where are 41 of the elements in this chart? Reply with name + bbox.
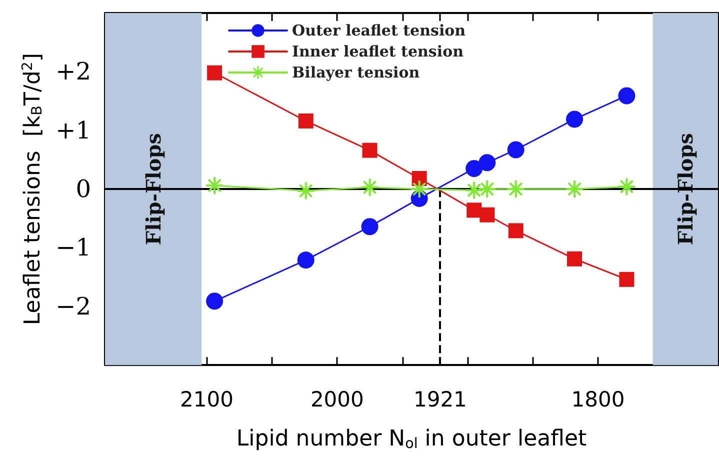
- point: [566, 110, 584, 128]
- point: [207, 65, 222, 80]
- x-tick-label: 2000: [310, 388, 364, 412]
- band-label: Flip-Flops: [673, 133, 698, 246]
- point: [466, 202, 482, 218]
- x-tick-label: 1800: [571, 388, 625, 412]
- x-tick-label: 1921: [413, 388, 467, 412]
- y-axis-title: Leaflet tensions [kBT/d2]: [20, 53, 46, 326]
- point: [298, 113, 314, 128]
- point: [618, 178, 636, 196]
- x-tick-label: 2100: [180, 388, 234, 412]
- point: [619, 272, 634, 287]
- y-tick-label: +2: [56, 58, 91, 86]
- point: [362, 142, 378, 158]
- x-axis-title: Lipid number Nol in outer leaflet: [236, 426, 587, 452]
- point: [361, 178, 378, 196]
- point: [466, 160, 483, 178]
- legend-label: Inner leaflet tension: [292, 42, 464, 60]
- point: [618, 87, 636, 104]
- point: [508, 223, 524, 238]
- point: [206, 292, 224, 310]
- point: [507, 141, 524, 158]
- y-tick-label: −1: [56, 234, 91, 262]
- y-tick-label: 0: [76, 175, 91, 204]
- point: [361, 218, 378, 236]
- point: [507, 180, 524, 198]
- point: [478, 154, 496, 172]
- point: [478, 180, 496, 198]
- point: [410, 180, 428, 198]
- point: [480, 207, 495, 222]
- point: [297, 252, 314, 269]
- point: [566, 180, 584, 198]
- point: [567, 251, 582, 266]
- y-tick-label: +1: [56, 116, 91, 144]
- y-tick-label: −2: [56, 292, 91, 320]
- legend-label: Outer leaflet tension: [292, 22, 466, 40]
- band-label: Flip-Flops: [141, 133, 166, 246]
- legend-label: Bilayer tension: [292, 64, 420, 82]
- point: [466, 182, 483, 199]
- point: [206, 177, 224, 194]
- point: [297, 182, 314, 200]
